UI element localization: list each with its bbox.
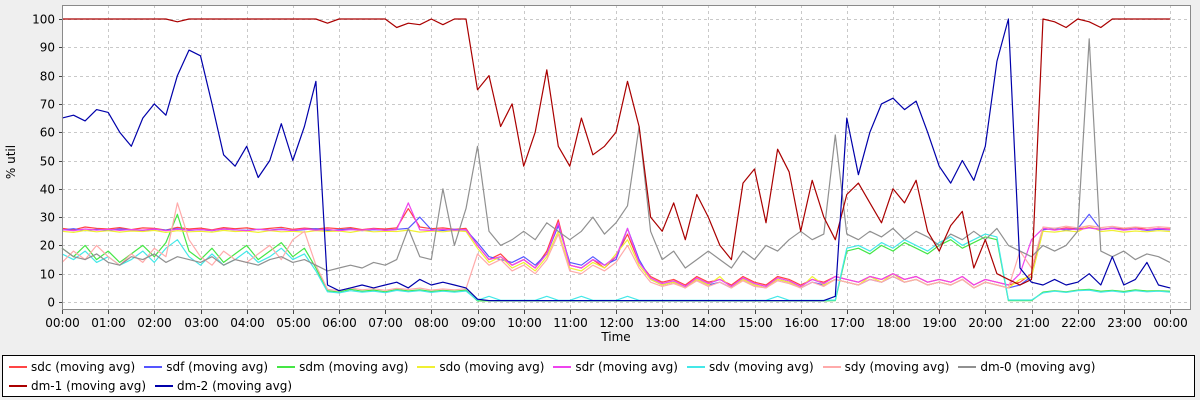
y-tick-label: 100 <box>32 13 55 27</box>
series-lines <box>61 18 1171 302</box>
x-tick-label: 09:00 <box>461 316 496 330</box>
x-tick-label: 05:00 <box>276 316 311 330</box>
x-tick-label: 12:00 <box>599 316 634 330</box>
x-tick-label: 00:00 <box>45 316 80 330</box>
plot-canvas: 00:00 01:00 02:00 03:00 04:00 05:00 06:00 07:00… <box>4 5 1191 344</box>
legend-swatch-icon <box>686 365 705 368</box>
legend-label: sdo (moving avg) <box>439 359 545 374</box>
legend-label: sdm (moving avg) <box>299 359 409 374</box>
x-tick-label: 10:00 <box>507 316 542 330</box>
axis-ticks <box>59 19 1171 314</box>
x-tick-label: 11:00 <box>553 316 588 330</box>
legend-label: sdy (moving avg) <box>844 359 950 374</box>
y-tick-label: 0 <box>47 296 55 310</box>
x-tick-label: 15:00 <box>738 316 773 330</box>
legend-swatch-icon <box>9 365 27 368</box>
y-tick-label: 40 <box>40 183 55 197</box>
x-tick-label: 00:00 <box>1153 316 1188 330</box>
x-tick-label: 07:00 <box>368 316 403 330</box>
x-tick-label: 06:00 <box>322 316 357 330</box>
legend-item-dm-1: dm-1 (moving avg) <box>9 376 146 395</box>
legend-swatch-icon <box>155 384 174 387</box>
x-tick-label: 08:00 <box>414 316 449 330</box>
legend-label: sdv (moving avg) <box>708 359 814 374</box>
legend-swatch-icon <box>417 365 436 368</box>
legend-label: sdc (moving avg) <box>31 359 136 374</box>
series-line-dm-2 <box>61 18 1171 302</box>
legend-swatch-icon <box>958 365 977 368</box>
legend-swatch-icon <box>822 365 841 368</box>
x-tick-label: 20:00 <box>968 316 1003 330</box>
legend-item-sdc: sdc (moving avg) <box>9 357 135 376</box>
y-tick-label: 20 <box>40 239 55 253</box>
legend-item-sdr: sdr (moving avg) <box>553 357 678 376</box>
x-tick-label: 01:00 <box>91 316 126 330</box>
legend-swatch-icon <box>277 365 296 368</box>
y-axis-title: % util <box>4 145 18 179</box>
x-tick-label: 19:00 <box>922 316 957 330</box>
x-tick-labels: 00:00 01:00 02:00 03:00 04:00 05:00 06:00 07:00… <box>45 316 1188 330</box>
y-tick-labels: 0 10 20 30 40 50 60 70 80 90 100 <box>32 13 55 310</box>
x-tick-label: 03:00 <box>184 316 219 330</box>
y-tick-label: 50 <box>40 155 55 169</box>
legend: sdc (moving avg) sdf (moving avg) sdm (mov… <box>2 355 1195 397</box>
y-tick-label: 80 <box>40 70 55 84</box>
plot-frame <box>62 5 1191 310</box>
x-tick-label: 16:00 <box>784 316 819 330</box>
legend-swatch-icon <box>9 384 27 387</box>
legend-item-sdf: sdf (moving avg) <box>144 357 268 376</box>
legend-label: dm-1 (moving avg) <box>31 378 147 393</box>
series-line-dm-1 <box>62 18 1170 286</box>
y-tick-label: 70 <box>40 98 55 112</box>
plot-area <box>62 5 1191 310</box>
x-tick-label: 23:00 <box>1107 316 1142 330</box>
legend-item-sdv: sdv (moving avg) <box>686 357 814 376</box>
x-tick-label: 02:00 <box>137 316 172 330</box>
x-tick-label: 04:00 <box>230 316 265 330</box>
series-line-sdr <box>61 202 1171 287</box>
x-tick-label: 21:00 <box>1015 316 1050 330</box>
legend-swatch-icon <box>553 365 572 368</box>
legend-item-dm-2: dm-2 (moving avg) <box>155 376 292 395</box>
x-tick-label: 18:00 <box>876 316 911 330</box>
legend-item-sdm: sdm (moving avg) <box>277 357 408 376</box>
y-tick-label: 30 <box>40 211 55 225</box>
x-tick-label: 17:00 <box>830 316 865 330</box>
y-tick-label: 60 <box>40 126 55 140</box>
legend-item-sdy: sdy (moving avg) <box>822 357 950 376</box>
x-tick-label: 13:00 <box>645 316 680 330</box>
legend-label: sdr (moving avg) <box>575 359 678 374</box>
legend-swatch-icon <box>144 365 163 368</box>
legend-label: dm-2 (moving avg) <box>177 378 293 393</box>
y-tick-label: 90 <box>40 41 55 55</box>
x-axis-title: Time <box>600 330 630 344</box>
legend-item-dm-0: dm-0 (moving avg) <box>958 357 1095 376</box>
legend-label: dm-0 (moving avg) <box>980 359 1096 374</box>
legend-label: sdf (moving avg) <box>166 359 269 374</box>
y-tick-label: 10 <box>40 268 55 282</box>
x-tick-label: 14:00 <box>691 316 726 330</box>
legend-item-sdo: sdo (moving avg) <box>417 357 544 376</box>
x-tick-label: 22:00 <box>1061 316 1096 330</box>
